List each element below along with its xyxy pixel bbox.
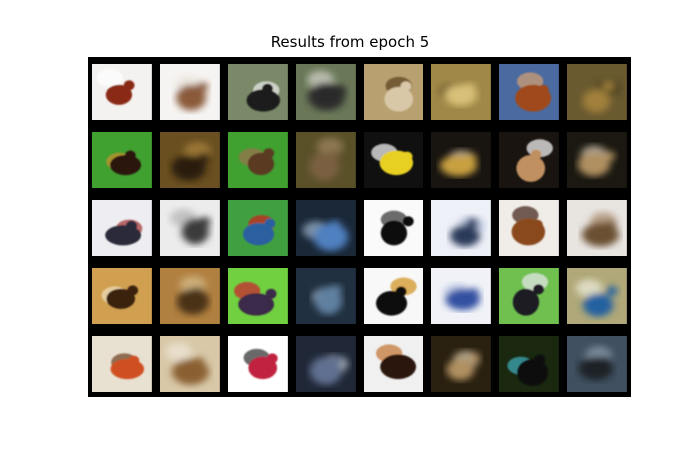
image-tile-frog-reconstruction <box>159 268 220 324</box>
tile-graphic <box>567 336 627 392</box>
image-tile-blue-bird-reconstruction <box>295 200 356 256</box>
image-tile-bird-brown-reconstruction <box>567 200 627 256</box>
tile-graphic <box>499 132 560 188</box>
image-tile-cat-reconstruction <box>431 336 492 392</box>
tile-graphic <box>159 336 220 392</box>
image-tile-owl-in-grass-original <box>227 132 288 188</box>
tile-graphic <box>159 64 220 120</box>
tile-graphic <box>159 268 220 324</box>
image-tile-bird-brown-original <box>499 200 560 256</box>
image-tile-bird-on-branch-original <box>227 64 288 120</box>
image-tile-flying-bird-original <box>363 200 424 256</box>
image-tile-small-bird-reconstruction <box>431 64 492 120</box>
tile-graphic <box>363 268 424 324</box>
tile-graphic <box>295 64 356 120</box>
image-tile-small-bird-original <box>363 64 424 120</box>
tile-graphic <box>92 268 152 324</box>
tile-graphic <box>431 336 492 392</box>
image-tile-yellow-bird-reconstruction <box>431 132 492 188</box>
image-tile-yellow-bird-original <box>363 132 424 188</box>
image-tile-small-flying-bird-reconstruction <box>431 268 492 324</box>
tile-graphic <box>227 64 288 120</box>
image-tile-ostrich-original <box>499 268 560 324</box>
image-tile-red-truck-reconstruction <box>295 336 356 392</box>
image-tile-dog-reconstruction <box>159 336 220 392</box>
tile-graphic <box>499 200 560 256</box>
tile-graphic <box>92 336 152 392</box>
image-tile-red-truck-original <box>227 336 288 392</box>
tile-graphic <box>431 268 492 324</box>
tile-graphic <box>227 336 288 392</box>
image-tile-brown-horse-on-white-reconstruction <box>159 64 220 120</box>
image-tile-brown-horse-on-white-original <box>92 64 152 120</box>
tile-graphic <box>431 132 492 188</box>
tile-graphic <box>227 132 288 188</box>
tile-graphic <box>363 200 424 256</box>
image-tile-bird-on-white-reconstruction <box>159 200 220 256</box>
image-tile-horse-rider-reconstruction <box>295 268 356 324</box>
tile-graphic <box>363 132 424 188</box>
tile-graphic <box>92 132 152 188</box>
tile-graphic <box>431 200 492 256</box>
tile-graphic <box>159 132 220 188</box>
tile-graphic <box>363 336 424 392</box>
image-tile-bird-dark-original <box>499 132 560 188</box>
image-tile-cat-original <box>363 336 424 392</box>
tile-graphic <box>295 268 356 324</box>
tile-graphic <box>499 64 560 120</box>
tile-graphic <box>295 336 356 392</box>
tile-graphic <box>159 200 220 256</box>
image-grid <box>88 57 631 397</box>
tile-graphic <box>567 64 627 120</box>
image-tile-bird-dark-reconstruction <box>567 132 627 188</box>
tile-graphic <box>295 200 356 256</box>
tile-graphic <box>567 268 627 324</box>
tile-graphic <box>92 200 152 256</box>
image-tile-dark-bird-original <box>499 336 560 392</box>
image-tile-deer-original <box>499 64 560 120</box>
image-tile-ostrich-reconstruction <box>567 268 627 324</box>
tile-graphic <box>499 268 560 324</box>
tile-graphic <box>499 336 560 392</box>
image-tile-dog-original <box>92 336 152 392</box>
image-tile-bird-on-white-original <box>92 200 152 256</box>
figure-title: Results from epoch 5 <box>270 33 430 51</box>
tile-graphic <box>295 132 356 188</box>
image-tile-horse-rider-original <box>227 268 288 324</box>
image-tile-flying-bird-reconstruction <box>431 200 492 256</box>
image-tile-turkey-original <box>92 132 152 188</box>
image-tile-blue-bird-original <box>227 200 288 256</box>
image-tile-bird-on-branch-reconstruction <box>295 64 356 120</box>
image-tile-frog-original <box>92 268 152 324</box>
tile-graphic <box>431 64 492 120</box>
tile-graphic <box>227 268 288 324</box>
tile-graphic <box>567 132 627 188</box>
image-tile-small-flying-bird-original <box>363 268 424 324</box>
image-tile-owl-in-grass-reconstruction <box>295 132 356 188</box>
image-tile-turkey-reconstruction <box>159 132 220 188</box>
tile-graphic <box>363 64 424 120</box>
image-tile-dark-bird-reconstruction <box>567 336 627 392</box>
tile-graphic <box>227 200 288 256</box>
image-tile-deer-reconstruction <box>567 64 627 120</box>
tile-graphic <box>567 200 627 256</box>
tile-graphic <box>92 64 152 120</box>
